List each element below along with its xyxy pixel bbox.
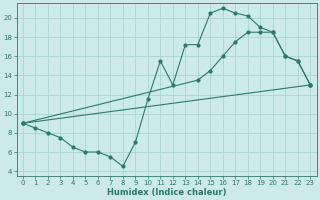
X-axis label: Humidex (Indice chaleur): Humidex (Indice chaleur): [107, 188, 226, 197]
